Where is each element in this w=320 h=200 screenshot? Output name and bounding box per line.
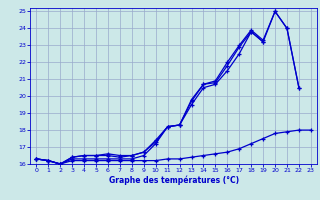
X-axis label: Graphe des températures (°C): Graphe des températures (°C) [108, 176, 239, 185]
